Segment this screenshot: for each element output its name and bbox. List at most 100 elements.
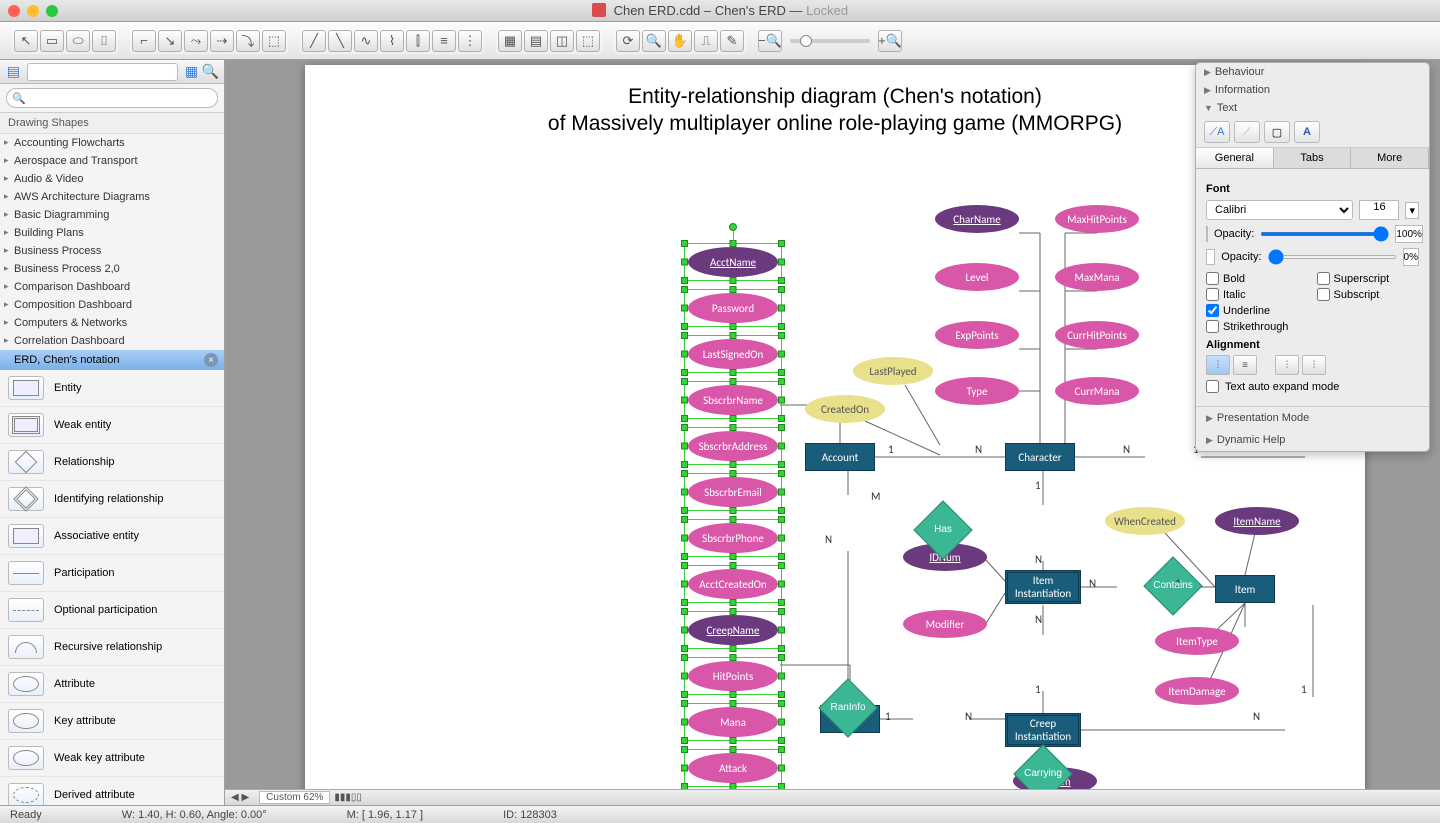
attribute-oval[interactable]: MaxMana bbox=[1055, 263, 1139, 291]
attribute-oval[interactable]: WhenCreated bbox=[1105, 507, 1185, 535]
attribute-oval[interactable]: CharName bbox=[935, 205, 1019, 233]
rotation-handle[interactable] bbox=[729, 223, 737, 231]
entity-box[interactable]: Account bbox=[805, 443, 875, 471]
opacity-slider-2[interactable] bbox=[1268, 255, 1397, 259]
attribute-oval[interactable]: ItemName bbox=[1215, 507, 1299, 535]
attribute-oval[interactable]: CreatedOn bbox=[805, 395, 885, 423]
library-category[interactable]: Basic Diagramming bbox=[0, 206, 224, 224]
shape-item[interactable]: Recursive relationship bbox=[0, 629, 224, 666]
library-category[interactable]: Business Process 2,0 bbox=[0, 260, 224, 278]
section-presentation[interactable]: ▶Presentation Mode bbox=[1196, 407, 1429, 429]
shape-item[interactable]: Attribute bbox=[0, 666, 224, 703]
section-behaviour[interactable]: ▶Behaviour bbox=[1196, 63, 1429, 81]
opacity-slider-1[interactable] bbox=[1260, 232, 1389, 236]
library-current[interactable]: ERD, Chen's notation × bbox=[0, 350, 224, 370]
selection-handles[interactable] bbox=[684, 289, 782, 327]
pan-tool[interactable]: ✋ bbox=[668, 30, 692, 52]
library-category[interactable]: Aerospace and Transport bbox=[0, 152, 224, 170]
library-category[interactable]: Building Plans bbox=[0, 224, 224, 242]
library-category[interactable]: Business Process bbox=[0, 242, 224, 260]
refresh-tool[interactable]: ⟳ bbox=[616, 30, 640, 52]
text-color-icon[interactable]: ⟋A bbox=[1204, 121, 1230, 143]
valign-top[interactable]: ⫶ bbox=[1275, 355, 1299, 375]
relationship-diamond[interactable]: RanInfo bbox=[820, 680, 876, 736]
line-1[interactable]: ╱ bbox=[302, 30, 326, 52]
selection-handles[interactable] bbox=[684, 335, 782, 373]
shape-item[interactable]: Weak entity bbox=[0, 407, 224, 444]
section-information[interactable]: ▶Information bbox=[1196, 81, 1429, 99]
line-3[interactable]: ∿ bbox=[354, 30, 378, 52]
library-category[interactable]: Composition Dashboard bbox=[0, 296, 224, 314]
library-category[interactable]: Accounting Flowcharts bbox=[0, 134, 224, 152]
fg-swatch[interactable] bbox=[1206, 226, 1208, 242]
zoom-tool[interactable]: 🔍 bbox=[642, 30, 666, 52]
valign-mid[interactable]: ⫶ bbox=[1206, 355, 1230, 375]
shape-item[interactable]: Associative entity bbox=[0, 518, 224, 555]
zoom-out-button[interactable]: −🔍 bbox=[758, 30, 782, 52]
zoom-slider[interactable] bbox=[790, 39, 870, 43]
search-input[interactable] bbox=[6, 88, 218, 108]
box-icon[interactable]: ▢ bbox=[1264, 121, 1290, 143]
underline-check[interactable]: Underline bbox=[1206, 304, 1309, 317]
grid-view-icon[interactable]: ▦ bbox=[182, 63, 201, 81]
ellipse-tool[interactable]: ⬭ bbox=[66, 30, 90, 52]
selection-handles[interactable] bbox=[684, 749, 782, 787]
connector-6[interactable]: ⬚ bbox=[262, 30, 286, 52]
auto-expand-check[interactable]: Text auto expand mode bbox=[1206, 380, 1419, 393]
section-help[interactable]: ▶Dynamic Help bbox=[1196, 429, 1429, 451]
stroke-tool[interactable]: ▤ bbox=[524, 30, 548, 52]
library-category[interactable]: AWS Architecture Diagrams bbox=[0, 188, 224, 206]
selection-handles[interactable] bbox=[684, 243, 782, 281]
selection-handles[interactable] bbox=[684, 519, 782, 557]
connector-5[interactable]: ⤵ bbox=[236, 30, 260, 52]
shape-item[interactable]: Key attribute bbox=[0, 703, 224, 740]
selection-handles[interactable] bbox=[684, 611, 782, 649]
valign-bot[interactable]: ⫶ bbox=[1302, 355, 1326, 375]
attribute-oval[interactable]: Type bbox=[935, 377, 1019, 405]
italic-check[interactable]: Italic bbox=[1206, 288, 1309, 301]
opacity-value-1[interactable]: 100% bbox=[1395, 225, 1423, 243]
line-2[interactable]: ╲ bbox=[328, 30, 352, 52]
search-icon[interactable]: 🔍 bbox=[201, 63, 220, 81]
pointer-tool[interactable]: ↖ bbox=[14, 30, 38, 52]
selection-handles[interactable] bbox=[684, 657, 782, 695]
shape-item[interactable]: Entity bbox=[0, 370, 224, 407]
library-category[interactable]: Correlation Dashboard bbox=[0, 332, 224, 350]
connector-1[interactable]: ⌐ bbox=[132, 30, 156, 52]
attribute-oval[interactable]: Level bbox=[935, 263, 1019, 291]
entity-box[interactable]: Creep Instantiation bbox=[1005, 713, 1081, 747]
selection-handles[interactable] bbox=[684, 427, 782, 465]
selection-handles[interactable] bbox=[684, 381, 782, 419]
fill-tool[interactable]: ▦ bbox=[498, 30, 522, 52]
attribute-oval[interactable]: CurrMana bbox=[1055, 377, 1139, 405]
section-text[interactable]: ▼Text bbox=[1196, 99, 1429, 117]
line-7[interactable]: ⋮ bbox=[458, 30, 482, 52]
connector-2[interactable]: ↘ bbox=[158, 30, 182, 52]
attribute-oval[interactable]: CurrHitPoints bbox=[1055, 321, 1139, 349]
line-4[interactable]: ⌇ bbox=[380, 30, 404, 52]
selection-handles[interactable] bbox=[684, 703, 782, 741]
entity-box[interactable]: Item bbox=[1215, 575, 1275, 603]
zoom-display[interactable]: Custom 62% bbox=[259, 791, 330, 804]
shape-item[interactable]: Derived attribute bbox=[0, 777, 224, 805]
attribute-oval[interactable]: Modifier bbox=[903, 610, 987, 638]
font-size-input[interactable]: 16 bbox=[1359, 200, 1399, 220]
library-filter-input[interactable] bbox=[27, 63, 178, 81]
highlight-icon[interactable]: ⟋ bbox=[1234, 121, 1260, 143]
shape-item[interactable]: Identifying relationship bbox=[0, 481, 224, 518]
bg-swatch[interactable] bbox=[1206, 249, 1215, 265]
subscript-check[interactable]: Subscript bbox=[1317, 288, 1420, 301]
attribute-oval[interactable]: MaxHitPoints bbox=[1055, 205, 1139, 233]
shape-item[interactable]: Optional participation bbox=[0, 592, 224, 629]
shadow-tool[interactable]: ◫ bbox=[550, 30, 574, 52]
font-select[interactable]: Calibri bbox=[1206, 200, 1353, 220]
library-tree-icon[interactable]: ▤ bbox=[4, 63, 23, 81]
tab-general[interactable]: General bbox=[1196, 148, 1274, 168]
size-stepper-icon[interactable]: ▾ bbox=[1405, 202, 1419, 219]
line-5[interactable]: ⫿ bbox=[406, 30, 430, 52]
shape-item[interactable]: Relationship bbox=[0, 444, 224, 481]
attribute-oval[interactable]: ExpPoints bbox=[935, 321, 1019, 349]
shape-item[interactable]: Participation bbox=[0, 555, 224, 592]
attribute-oval[interactable]: ItemDamage bbox=[1155, 677, 1239, 705]
shape-item[interactable]: Weak key attribute bbox=[0, 740, 224, 777]
